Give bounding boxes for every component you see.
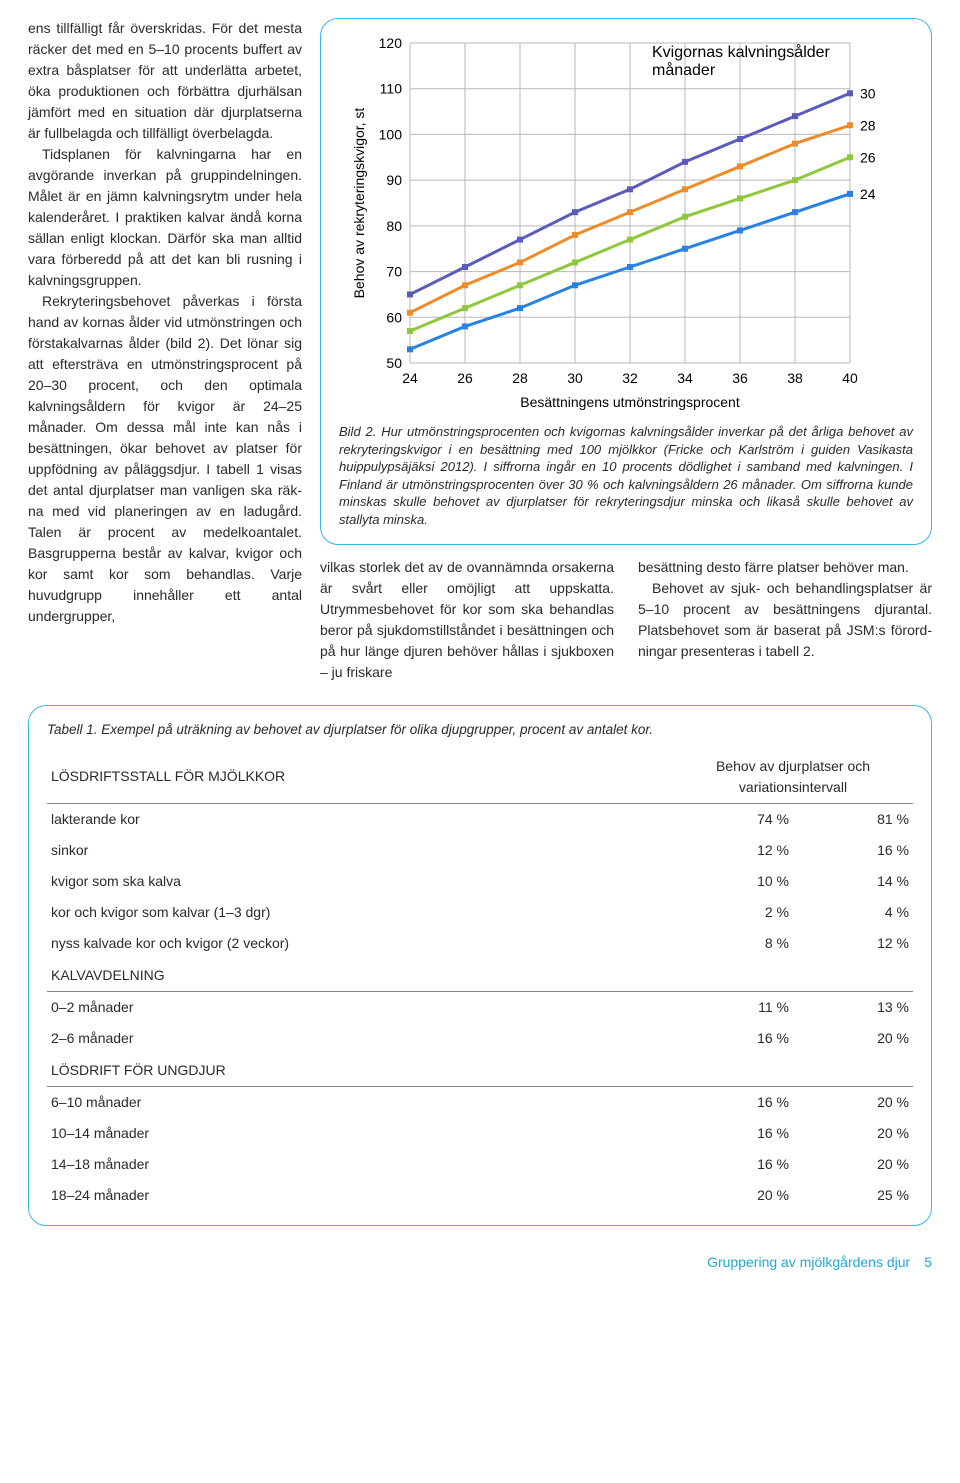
svg-text:28: 28 bbox=[860, 117, 876, 133]
table-header-b: Behov av djurplatser och variationsinter… bbox=[673, 751, 913, 804]
para: Behovet av sjuk- och behand­lingsplatser… bbox=[638, 578, 932, 662]
svg-text:32: 32 bbox=[622, 370, 638, 386]
svg-text:80: 80 bbox=[386, 218, 402, 234]
data-table: LÖSDRIFTSSTALL FÖR MJÖLKKOR Behov av dju… bbox=[47, 751, 913, 1211]
table-row: 14–18 månader16 %20 % bbox=[47, 1149, 913, 1180]
page-footer: Gruppering av mjölkgårdens djur 5 bbox=[28, 1252, 932, 1273]
table-row: 10–14 månader16 %20 % bbox=[47, 1118, 913, 1149]
svg-text:24: 24 bbox=[860, 186, 876, 202]
body-text-columns: vilkas storlek det av de ovannämn­da ors… bbox=[320, 557, 932, 683]
svg-text:30: 30 bbox=[860, 85, 876, 101]
svg-text:26: 26 bbox=[860, 149, 876, 165]
table-row: sinkor12 %16 % bbox=[47, 835, 913, 866]
svg-text:Besättningens utmönstringsproc: Besättningens utmönstringsprocent bbox=[520, 394, 740, 410]
svg-text:26: 26 bbox=[457, 370, 473, 386]
svg-text:24: 24 bbox=[402, 370, 418, 386]
svg-text:36: 36 bbox=[732, 370, 748, 386]
svg-text:28: 28 bbox=[512, 370, 528, 386]
svg-text:50: 50 bbox=[386, 355, 402, 371]
svg-text:60: 60 bbox=[386, 309, 402, 325]
table-row: 18–24 månader20 %25 % bbox=[47, 1180, 913, 1211]
chart-caption: Bild 2. Hur utmönstringsprocenten och kv… bbox=[339, 423, 913, 528]
caption-bold: Bild 2. bbox=[339, 424, 376, 439]
svg-text:38: 38 bbox=[787, 370, 803, 386]
table-section-header: KALVAVDELNING bbox=[47, 959, 913, 992]
svg-text:Behov av rekryteringskvigor, s: Behov av rekryteringskvigor, st bbox=[351, 108, 367, 299]
para: Tidsplanen för kalvningarna har en avgör… bbox=[28, 144, 302, 291]
svg-text:100: 100 bbox=[379, 126, 403, 142]
table-row: lakterande kor74 %81 % bbox=[47, 803, 913, 835]
table-row: kor och kvigor som kalvar (1–3 dgr)2 %4 … bbox=[47, 897, 913, 928]
line-chart: 50 60 70 80 90 100 110 120 24 26 28 30 32 34 36 38 40 30 2… bbox=[339, 33, 913, 413]
chart-panel: 50 60 70 80 90 100 110 120 24 26 28 30 32 34 36 38 40 30 2… bbox=[320, 18, 932, 545]
table-row: 2–6 månader16 %20 % bbox=[47, 1023, 913, 1054]
body-text-left: ens tillfälligt får överskridas. För det… bbox=[28, 18, 302, 683]
para: besättning desto färre platser be­höver … bbox=[638, 559, 909, 575]
para: Rekryteringsbehovet påverkas i första ha… bbox=[28, 291, 302, 627]
svg-text:110: 110 bbox=[380, 81, 403, 97]
column-a: vilkas storlek det av de ovannämn­da ors… bbox=[320, 557, 614, 683]
table-section-header: LÖSDRIFT FÖR UNGDJUR bbox=[47, 1054, 913, 1087]
table-row: 0–2 månader11 %13 % bbox=[47, 991, 913, 1023]
table-header-a: LÖSDRIFTSSTALL FÖR MJÖLKKOR bbox=[47, 751, 673, 804]
svg-text:Kvigornas kalvningsålder: Kvigornas kalvningsålder bbox=[652, 43, 831, 61]
svg-text:90: 90 bbox=[386, 172, 402, 188]
svg-text:månader: månader bbox=[652, 61, 716, 79]
para: ens tillfälligt får överskridas. För det… bbox=[28, 18, 302, 144]
svg-text:30: 30 bbox=[567, 370, 583, 386]
table-caption: Tabell 1. Exempel på uträkning av behove… bbox=[47, 720, 913, 740]
footer-title: Gruppering av mjölkgårdens djur bbox=[707, 1252, 910, 1273]
svg-text:34: 34 bbox=[677, 370, 693, 386]
table-row: 6–10 månader16 %20 % bbox=[47, 1086, 913, 1118]
page-number: 5 bbox=[924, 1252, 932, 1273]
svg-text:120: 120 bbox=[379, 35, 403, 51]
caption-body: Hur utmönstringsprocenten och kvigornas … bbox=[339, 424, 913, 527]
svg-text:40: 40 bbox=[842, 370, 858, 386]
column-b: besättning desto färre platser be­höver … bbox=[638, 557, 932, 683]
table-row: kvigor som ska kalva10 %14 % bbox=[47, 866, 913, 897]
table-panel: Tabell 1. Exempel på uträkning av behove… bbox=[28, 705, 932, 1225]
table-row: nyss kalvade kor och kvigor (2 veckor)8 … bbox=[47, 928, 913, 959]
svg-text:70: 70 bbox=[386, 264, 402, 280]
